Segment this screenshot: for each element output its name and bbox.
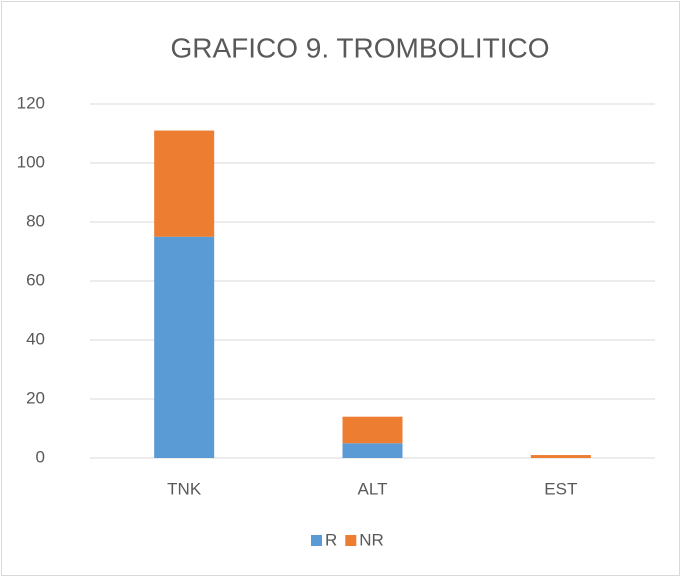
y-tick-label: 60 bbox=[26, 270, 45, 289]
x-tick-label: ALT bbox=[358, 479, 388, 498]
legend-swatch bbox=[311, 535, 322, 546]
y-tick-label: 0 bbox=[36, 447, 45, 466]
y-tick-label: 20 bbox=[26, 388, 45, 407]
chart-title: GRAFICO 9. TROMBOLITICO bbox=[170, 32, 549, 63]
bar-segment bbox=[342, 416, 403, 444]
bar-segment bbox=[154, 130, 215, 237]
legend-swatch bbox=[345, 535, 357, 546]
bar-segment bbox=[154, 236, 215, 458]
bar-segment bbox=[530, 455, 591, 458]
y-tick-label: 80 bbox=[26, 211, 45, 230]
legend-label: NR bbox=[359, 530, 384, 549]
x-tick-label: TNK bbox=[167, 479, 202, 498]
y-tick-label: 120 bbox=[17, 93, 45, 112]
bar-segment bbox=[342, 443, 403, 458]
x-tick-label: EST bbox=[544, 479, 577, 498]
y-tick-label: 100 bbox=[17, 152, 45, 171]
y-tick-label: 40 bbox=[26, 329, 45, 348]
legend-label: R bbox=[325, 530, 337, 549]
